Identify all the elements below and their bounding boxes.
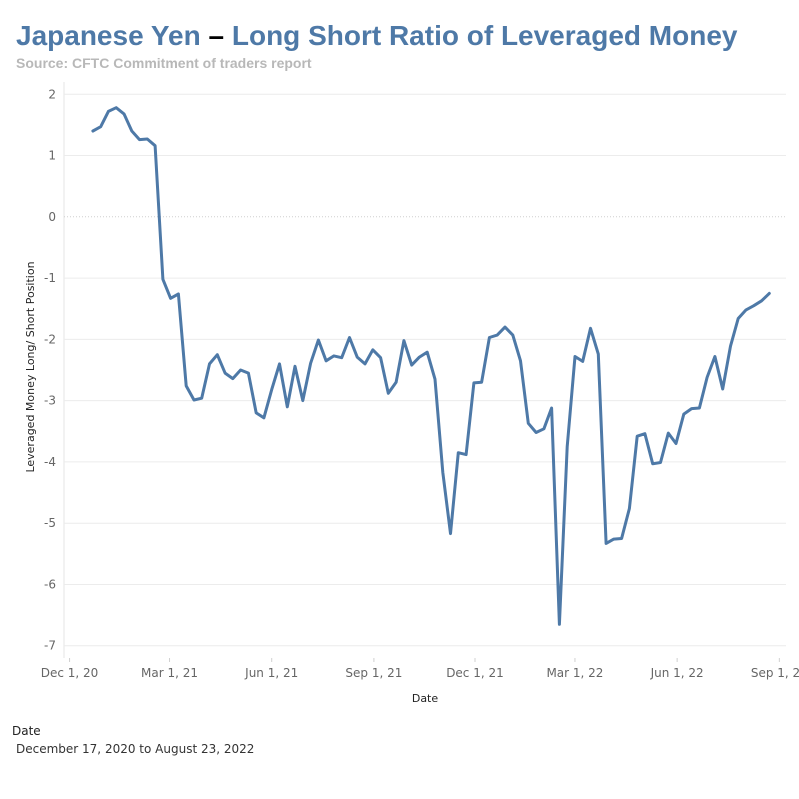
x-axis-title: Date — [412, 692, 439, 705]
y-axis-title: Leveraged Money Long/ Short Position — [24, 261, 37, 472]
x-axis: Dec 1, 20 Mar 1, 21 Jun 1, 21 Sep 1, 21 Dec … — [41, 658, 799, 680]
x-tick-label: Jun 1, 22 — [650, 666, 704, 680]
date-filter-label: Date — [12, 724, 41, 738]
y-tick-label: -2 — [44, 332, 56, 346]
chart-subtitle: Source: CFTC Commitment of traders repor… — [16, 55, 312, 71]
x-tick-label: Mar 1, 22 — [546, 666, 603, 680]
y-tick-label: -1 — [44, 271, 56, 285]
title-metric: Long Short Ratio of Leveraged Money — [231, 20, 738, 51]
y-tick-label: -3 — [44, 394, 56, 408]
grid-lines — [63, 82, 786, 658]
x-tick-label: Mar 1, 21 — [141, 666, 198, 680]
series-line[interactable] — [91, 106, 771, 626]
y-tick-label: -7 — [44, 639, 56, 653]
y-tick-label: 2 — [48, 87, 56, 101]
x-tick-label: Sep 1, 22 — [751, 666, 799, 680]
y-tick-label: -6 — [44, 577, 56, 591]
x-tick-label: Sep 1, 21 — [345, 666, 402, 680]
y-axis: 2 1 0 -1 -2 -3 -4 -5 -6 -7 — [44, 87, 56, 652]
title-currency: Japanese Yen — [16, 20, 201, 51]
date-filter-range[interactable]: December 17, 2020 to August 23, 2022 — [16, 742, 255, 756]
chart-title: Japanese Yen – Long Short Ratio of Lever… — [16, 20, 737, 52]
y-tick-label: -5 — [44, 516, 56, 530]
x-tick-label: Jun 1, 21 — [244, 666, 298, 680]
line-chart: 2 1 0 -1 -2 -3 -4 -5 -6 -7 Dec 1, 20 Mar 1, 21 Jun … — [24, 82, 799, 705]
title-dash: – — [208, 20, 225, 51]
x-tick-label: Dec 1, 21 — [446, 666, 504, 680]
series-layer — [91, 106, 771, 626]
y-tick-label: 1 — [48, 149, 56, 163]
y-tick-label: 0 — [48, 210, 56, 224]
y-tick-label: -4 — [44, 455, 56, 469]
x-tick-label: Dec 1, 20 — [41, 666, 99, 680]
